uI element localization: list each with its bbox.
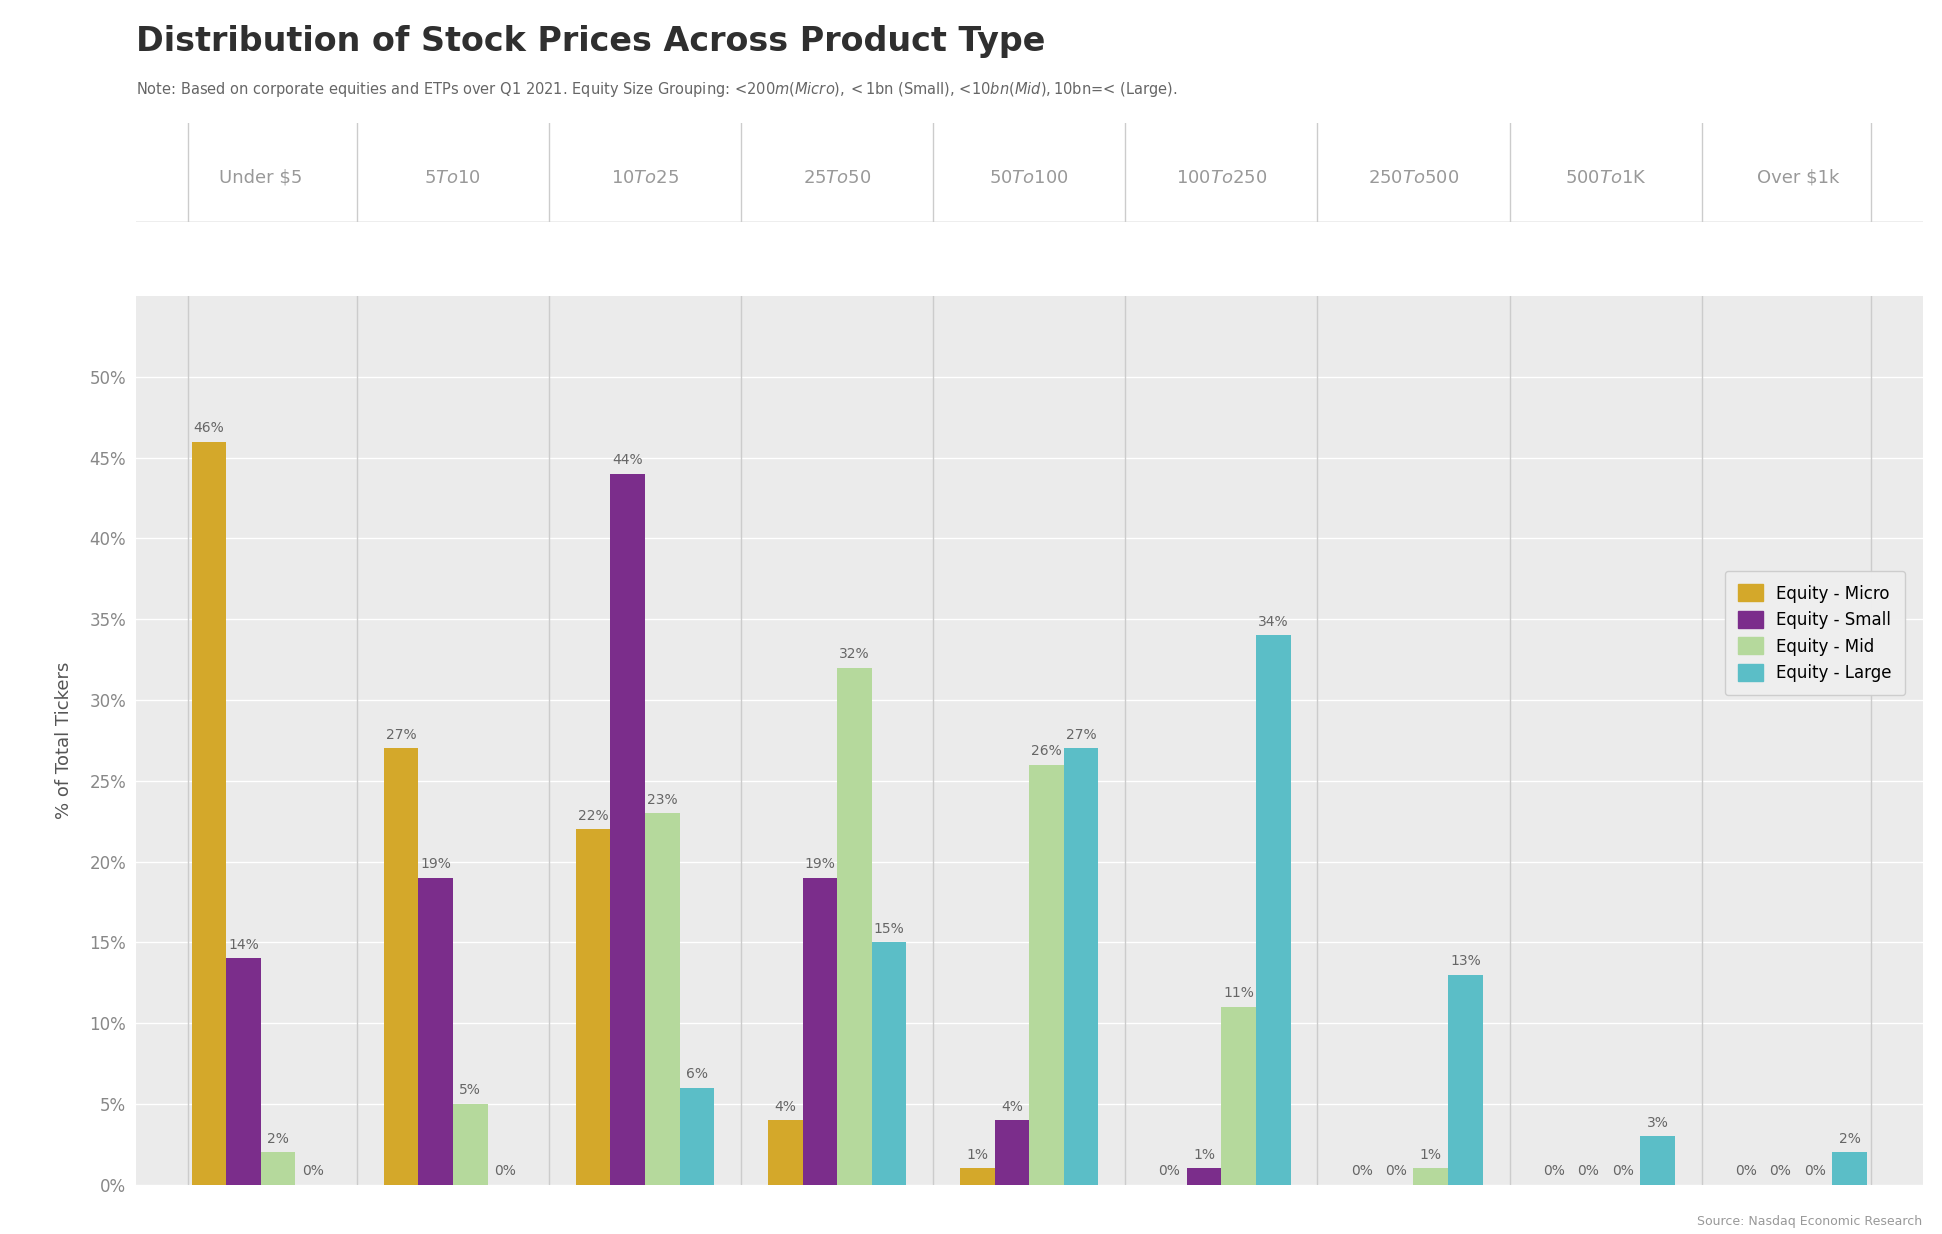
Text: 14%: 14% [227, 938, 258, 951]
Text: 3%: 3% [1647, 1116, 1668, 1129]
Text: 5%: 5% [458, 1083, 482, 1097]
Text: Distribution of Stock Prices Across Product Type: Distribution of Stock Prices Across Prod… [136, 25, 1045, 58]
Text: 34%: 34% [1258, 615, 1289, 629]
Text: Note: Based on corporate equities and ETPs over Q1 2021. Equity Size Grouping: <: Note: Based on corporate equities and ET… [136, 80, 1177, 99]
Bar [767, 1120, 802, 1185]
Text: 1%: 1% [1192, 1148, 1216, 1162]
Bar [1064, 749, 1099, 1185]
Text: 19%: 19% [419, 858, 451, 871]
Bar [1641, 1137, 1674, 1185]
Bar [385, 749, 418, 1185]
Bar [872, 943, 907, 1185]
Text: 22%: 22% [579, 808, 608, 823]
Text: Source: Nasdaq Economic Research: Source: Nasdaq Economic Research [1697, 1214, 1923, 1228]
Text: 0%: 0% [493, 1164, 517, 1178]
Text: Over $1k: Over $1k [1756, 169, 1839, 186]
Text: $50 To $100: $50 To $100 [988, 169, 1070, 186]
Text: 13%: 13% [1451, 954, 1480, 969]
Text: 0%: 0% [1769, 1164, 1791, 1178]
Text: 6%: 6% [686, 1067, 709, 1081]
Text: 26%: 26% [1031, 744, 1062, 758]
Text: 0%: 0% [1159, 1164, 1181, 1178]
Text: 1%: 1% [1420, 1148, 1441, 1162]
Text: 0%: 0% [1804, 1164, 1825, 1178]
Text: 19%: 19% [804, 858, 835, 871]
Bar [225, 959, 260, 1185]
Bar [645, 813, 680, 1185]
Text: 23%: 23% [647, 792, 678, 807]
Text: 15%: 15% [874, 922, 905, 935]
Text: $100 To $250: $100 To $250 [1175, 169, 1266, 186]
Legend: Equity - Micro, Equity - Small, Equity - Mid, Equity - Large: Equity - Micro, Equity - Small, Equity -… [1724, 571, 1905, 696]
Bar [192, 442, 225, 1185]
Text: 46%: 46% [194, 421, 225, 436]
Text: $10 To $25: $10 To $25 [612, 169, 680, 186]
Bar [418, 877, 452, 1185]
Bar [260, 1153, 295, 1185]
Bar [1222, 1007, 1256, 1185]
Text: 0%: 0% [1734, 1164, 1758, 1178]
Bar [802, 877, 837, 1185]
Bar [680, 1087, 715, 1185]
Text: 11%: 11% [1223, 986, 1255, 1001]
Bar [1187, 1169, 1222, 1185]
Text: Under $5: Under $5 [219, 169, 303, 186]
Bar [959, 1169, 994, 1185]
Text: $25 To $50: $25 To $50 [802, 169, 872, 186]
Text: 0%: 0% [1352, 1164, 1373, 1178]
Text: 4%: 4% [1000, 1099, 1023, 1113]
Bar [452, 1104, 487, 1185]
Text: 2%: 2% [1839, 1132, 1860, 1146]
Bar [994, 1120, 1029, 1185]
Bar [1414, 1169, 1449, 1185]
Text: 4%: 4% [775, 1099, 796, 1113]
Text: 0%: 0% [1542, 1164, 1565, 1178]
Text: 0%: 0% [1577, 1164, 1600, 1178]
Text: $500 To $1K: $500 To $1K [1565, 169, 1647, 186]
Bar [1833, 1153, 1866, 1185]
Text: 44%: 44% [612, 453, 643, 468]
Bar [577, 829, 610, 1185]
Bar [1449, 975, 1482, 1185]
Text: 2%: 2% [268, 1132, 289, 1146]
Bar [1256, 636, 1291, 1185]
Bar [1029, 765, 1064, 1185]
Y-axis label: % of Total Tickers: % of Total Tickers [54, 661, 72, 819]
Text: 0%: 0% [301, 1164, 324, 1178]
Text: 0%: 0% [1612, 1164, 1633, 1178]
Text: $5 To $10: $5 To $10 [425, 169, 482, 186]
Text: $250 To $500: $250 To $500 [1367, 169, 1458, 186]
Bar [837, 668, 872, 1185]
Text: 0%: 0% [1385, 1164, 1408, 1178]
Text: 27%: 27% [386, 728, 416, 742]
Text: 27%: 27% [1066, 728, 1097, 742]
Text: 32%: 32% [839, 648, 870, 661]
Bar [610, 474, 645, 1185]
Text: 1%: 1% [967, 1148, 988, 1162]
